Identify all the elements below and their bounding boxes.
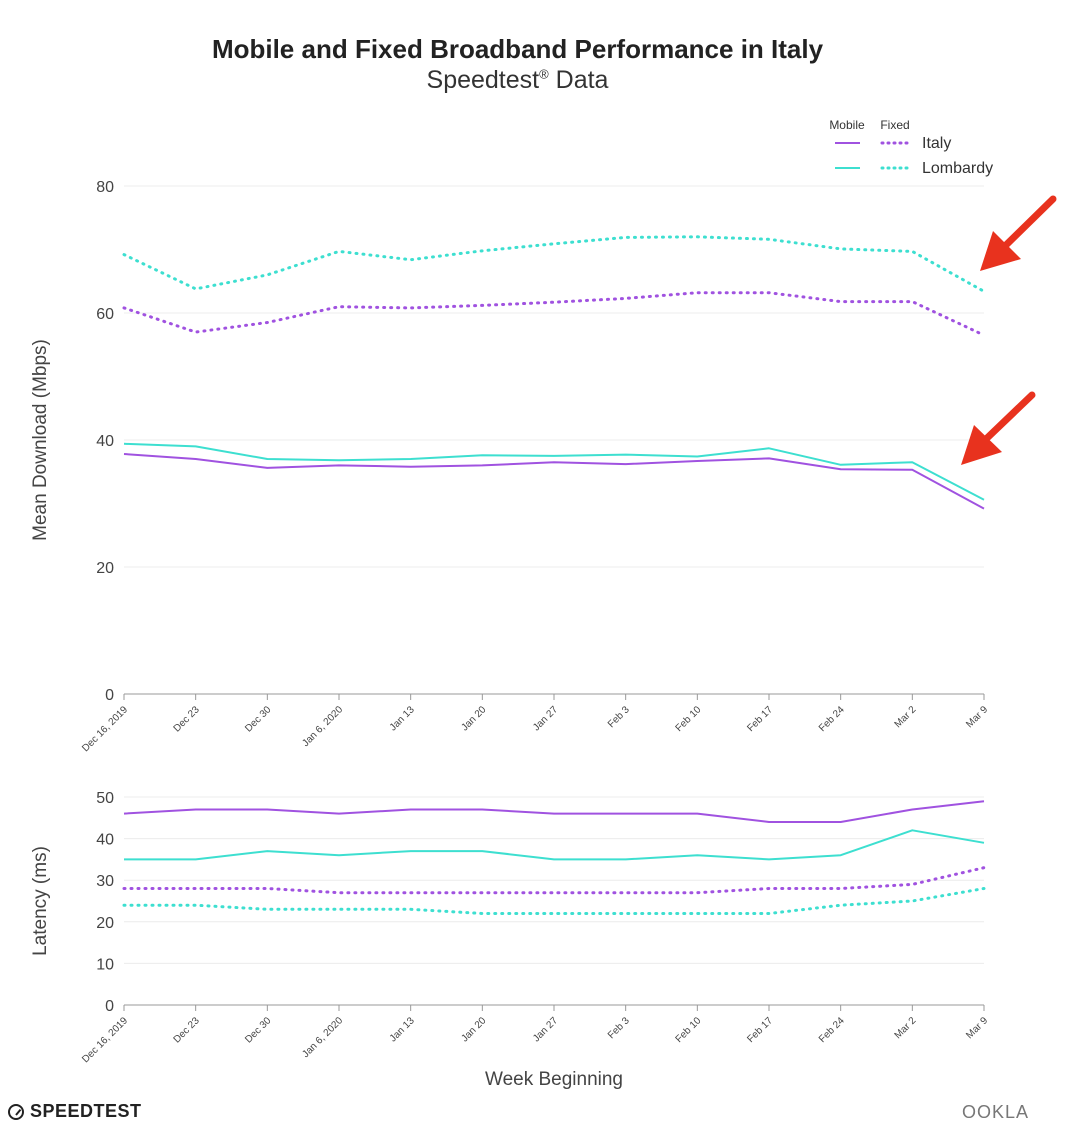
legend: Mobile Fixed Italy Lombardy bbox=[829, 118, 993, 177]
y-axis-label: Mean Download (Mbps) bbox=[30, 339, 51, 541]
speedtest-logo: SPEEDTEST bbox=[8, 1101, 142, 1122]
x-tick-label: Feb 10 bbox=[674, 1015, 704, 1045]
legend-italy-label: Italy bbox=[922, 135, 951, 152]
download-series-lombardy-mobile bbox=[123, 442, 985, 501]
x-tick-label: Jan 13 bbox=[388, 704, 417, 733]
y-tick-label: 80 bbox=[96, 179, 114, 196]
legend-fixed-header: Fixed bbox=[880, 118, 909, 132]
x-tick-label: Dec 23 bbox=[172, 704, 202, 734]
x-tick-label: Jan 27 bbox=[531, 704, 560, 733]
chart-title: Mobile and Fixed Broadband Performance i… bbox=[211, 34, 824, 64]
x-tick-label: Mar 9 bbox=[964, 704, 990, 730]
y-tick-label: 50 bbox=[96, 790, 114, 807]
x-tick-label: Jan 6, 2020 bbox=[300, 704, 345, 749]
x-tick-label: Feb 3 bbox=[606, 704, 632, 730]
ookla-logo: OOKLA bbox=[962, 1102, 1030, 1122]
legend-mobile-header: Mobile bbox=[829, 118, 865, 132]
x-tick-label: Dec 16, 2019 bbox=[80, 704, 130, 754]
speedtest-gauge-icon bbox=[8, 1103, 24, 1120]
latency-series-lombardy-fixed bbox=[122, 887, 986, 915]
subtitle-text: Speedtest bbox=[426, 66, 540, 94]
y-tick-label: 0 bbox=[105, 998, 114, 1015]
download-series-italy-mobile bbox=[123, 453, 985, 510]
y-axis-label: Latency (ms) bbox=[30, 846, 51, 956]
speedtest-logo-text: SPEEDTEST bbox=[30, 1101, 142, 1121]
y-tick-label: 40 bbox=[96, 832, 114, 849]
latency-series-italy-mobile bbox=[123, 800, 985, 823]
x-axis-label: Week Beginning bbox=[485, 1069, 623, 1090]
annotation-arrow-mobile bbox=[961, 391, 1036, 465]
x-tick-label: Feb 10 bbox=[674, 704, 704, 734]
x-tick-label: Jan 20 bbox=[459, 1015, 488, 1044]
legend-lombardy-label: Lombardy bbox=[922, 160, 993, 177]
x-tick-label: Dec 30 bbox=[243, 1015, 273, 1045]
x-tick-label: Jan 13 bbox=[388, 1015, 417, 1044]
download-chart: 0 20 40 60 80 Dec 16, 2019 Dec 23 Dec 30 Jan 6, … bbox=[30, 179, 990, 754]
x-tick-label: Feb 17 bbox=[745, 704, 775, 734]
subtitle-suffix: Data bbox=[548, 66, 609, 94]
y-tick-label: 20 bbox=[96, 560, 114, 577]
chart-subtitle: Speedtest® Data bbox=[0, 66, 1035, 95]
y-tick-label: 30 bbox=[96, 873, 114, 890]
x-tick-label: Feb 17 bbox=[745, 1015, 775, 1045]
y-tick-label: 10 bbox=[96, 956, 114, 973]
x-tick-label: Dec 16, 2019 bbox=[80, 1015, 130, 1065]
download-series-lombardy-fixed bbox=[122, 235, 986, 293]
latency-chart: 0 10 20 30 40 50 Dec 16, 2019 Dec 23 Dec 30 Jan 6… bbox=[30, 790, 990, 1090]
x-tick-label: Feb 24 bbox=[817, 704, 847, 734]
x-tick-label: Jan 20 bbox=[459, 704, 488, 733]
y-tick-label: 20 bbox=[96, 915, 114, 932]
y-tick-label: 60 bbox=[96, 306, 114, 323]
x-tick-label: Mar 9 bbox=[964, 1015, 990, 1041]
y-tick-label: 40 bbox=[96, 433, 114, 450]
x-tick-label: Feb 24 bbox=[817, 1015, 847, 1045]
latency-series-lombardy-mobile bbox=[124, 829, 985, 861]
download-series-italy-fixed bbox=[122, 291, 986, 337]
annotation-arrow-fixed bbox=[980, 195, 1057, 271]
x-tick-label: Mar 2 bbox=[893, 1015, 919, 1041]
x-tick-label: Feb 3 bbox=[606, 1015, 632, 1041]
x-tick-label: Jan 27 bbox=[531, 1015, 560, 1044]
x-tick-label: Dec 30 bbox=[243, 704, 273, 734]
x-tick-label: Dec 23 bbox=[172, 1015, 202, 1045]
y-tick-label: 0 bbox=[105, 687, 114, 704]
x-tick-label: Mar 2 bbox=[893, 704, 919, 730]
x-tick-label: Jan 6, 2020 bbox=[300, 1015, 345, 1060]
registered-mark: ® bbox=[539, 66, 549, 82]
